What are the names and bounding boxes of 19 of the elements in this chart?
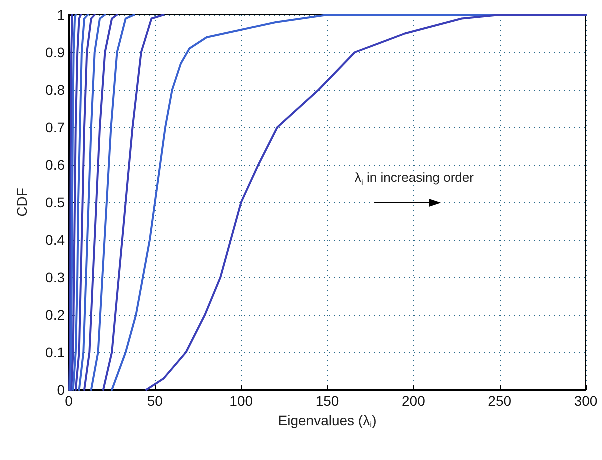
annotation: λ$_{i}$ in increasing order [354, 170, 474, 188]
y-tick-label: 0.6 [46, 157, 66, 173]
x-tick-label: 150 [316, 393, 340, 409]
y-tick-label: 0.1 [46, 344, 66, 360]
y-axis-title: CDF [14, 188, 30, 217]
x-tick-label: 250 [488, 393, 512, 409]
y-tick-label: 0.7 [46, 120, 66, 136]
y-tick-label: 0.3 [46, 270, 66, 286]
y-tick-label: 1 [57, 7, 66, 23]
y-tick-label: 0.2 [46, 307, 66, 323]
x-tick-label: 200 [402, 393, 426, 409]
x-tick-label: 300 [574, 393, 598, 409]
x-tick-label: 50 [147, 393, 164, 409]
y-tick-label: 0.5 [46, 194, 66, 210]
y-tick-label: 0.9 [46, 44, 66, 60]
x-tick-label: 100 [230, 393, 254, 409]
y-tick-label: 0.8 [46, 82, 66, 98]
y-tick-label: 0.4 [46, 232, 66, 248]
y-tick-label: 0 [57, 382, 66, 398]
